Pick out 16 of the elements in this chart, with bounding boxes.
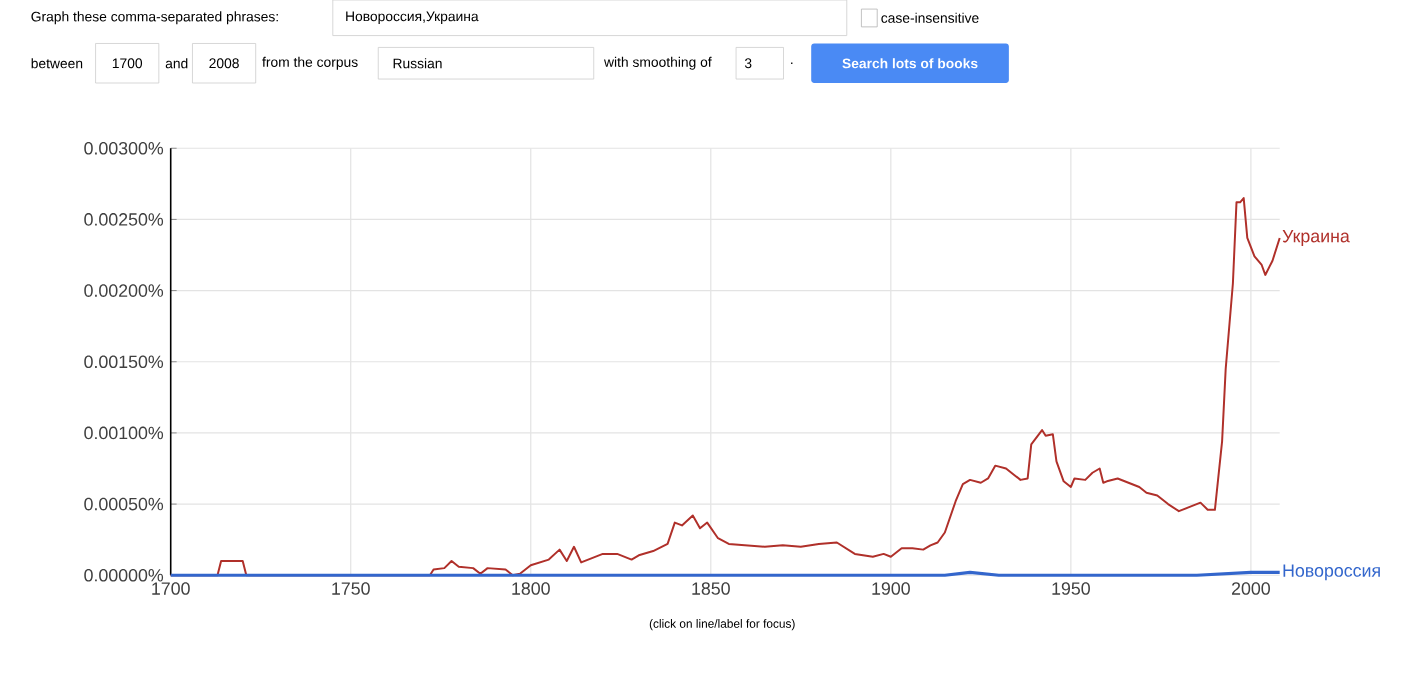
series-label: Новороссия [1283, 564, 1380, 581]
y-tick-label: 0.00200% [84, 284, 164, 297]
x-tick-label: 1700 [152, 582, 190, 595]
x-tick-label: 2000 [1232, 582, 1270, 595]
y-tick-label: 0.00150% [84, 355, 164, 369]
y-tick-label: 0.00250% [84, 213, 164, 226]
x-tick-label: 1850 [692, 582, 730, 595]
x-tick-label: 1750 [332, 582, 370, 595]
x-tick-label: 1900 [872, 582, 910, 595]
y-tick-label: 0.00050% [84, 497, 164, 511]
y-tick-label: 0.00100% [84, 426, 164, 440]
x-tick-label: 1950 [1052, 582, 1090, 595]
y-tick-label: 0.00000% [84, 568, 164, 582]
x-tick-label: 1800 [512, 582, 550, 595]
y-tick-label: 0.00300% [84, 141, 164, 155]
series-label: Украина [1282, 229, 1350, 246]
